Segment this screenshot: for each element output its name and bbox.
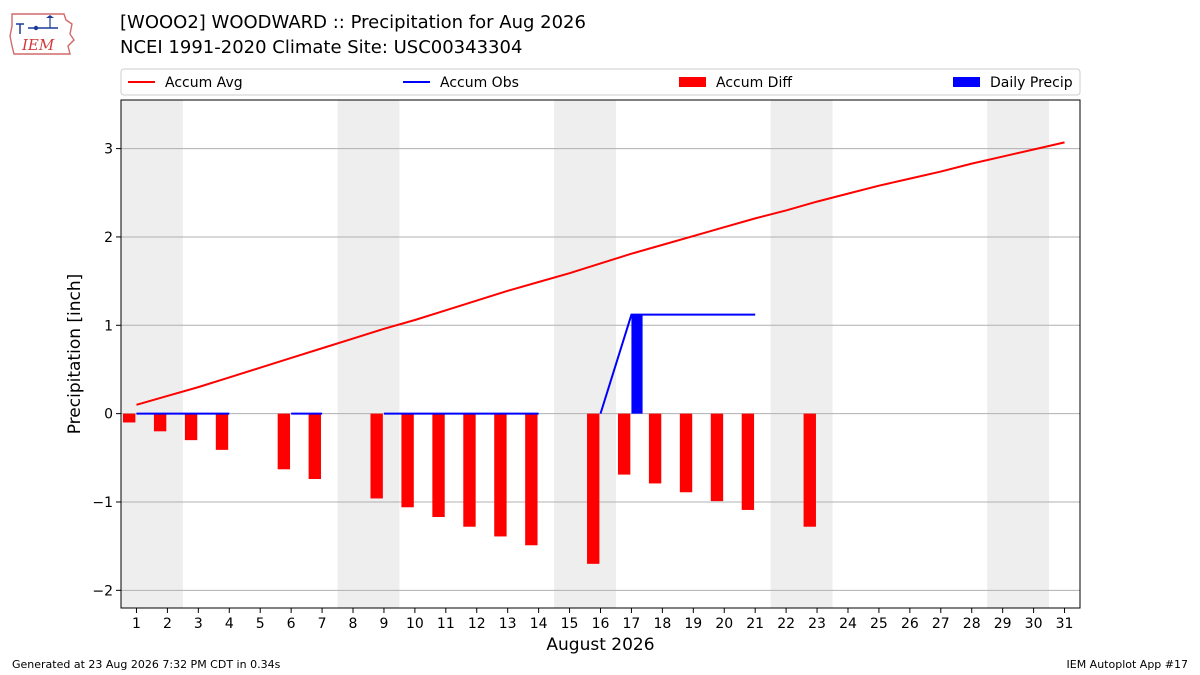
accum-diff-bar [153,413,167,432]
x-tick-label: 1 [132,616,141,632]
x-tick-label: 2 [163,616,172,632]
x-tick-label: 6 [287,616,296,632]
x-tick-label: 19 [684,616,702,632]
accum-diff-bar [741,413,755,510]
chart-subtitle: NCEI 1991-2020 Climate Site: USC00343304 [120,37,523,58]
x-tick-label: 5 [256,616,265,632]
legend-swatch [679,77,706,87]
legend: Accum Avg Accum Obs Accum Diff Daily Precip [120,68,1081,96]
accum-diff-bar [370,413,383,499]
accum-avg-line [136,141,1065,406]
y-tick-label: 3 [104,142,113,158]
y-tick-label: 1 [104,318,113,334]
plot-frame [120,99,1081,609]
x-tick-label: 10 [406,616,424,632]
series-lines [136,141,1065,415]
x-tick-label: 12 [468,616,486,632]
daily-precip-bar [631,314,643,414]
x-tick-label: 27 [932,616,950,632]
legend-box [120,68,1081,96]
accum-diff-bar [679,413,693,493]
y-axis-label: Precipitation [inch] [65,274,85,435]
accum-diff-bar [587,413,600,564]
accum-diff-bar [525,413,538,546]
accum-diff-bar [308,413,321,480]
x-tick-label: 13 [499,616,517,632]
x-tick-label: 4 [225,616,234,632]
x-tick-label: 17 [623,616,641,632]
chart-title: [WOOO2] WOODWARD :: Precipitation for Au… [120,12,586,33]
accum-diff-bar [401,413,414,508]
weekend-shading [121,100,1050,608]
x-tick-label: 3 [194,616,203,632]
legend-label: Daily Precip [990,75,1073,91]
y-tick-label: 2 [104,230,113,246]
weekend-band [554,100,616,608]
x-tick-label: 28 [963,616,981,632]
accum-diff-bar [123,413,136,423]
x-tick-label: 31 [1056,616,1074,632]
x-axis-label: August 2026 [546,635,654,655]
accum-diff-bar [215,413,229,450]
gridlines [121,148,1080,591]
generated-footer: Generated at 23 Aug 2026 7:32 PM CDT in … [12,658,281,671]
app-footer: IEM Autoplot App #17 [1066,658,1189,671]
accum-diff-bar [710,413,724,502]
x-tick-label: 29 [994,616,1012,632]
accum-diff-bar [617,413,631,475]
x-tick-label: 18 [653,616,671,632]
x-tick-label: 22 [777,616,795,632]
y-tick-label: 0 [104,407,113,423]
x-tick-label: 7 [318,616,327,632]
legend-swatch [953,77,980,87]
accum-diff-bar [184,413,198,441]
x-tick-label: 15 [561,616,579,632]
x-tick-label: 25 [870,616,888,632]
legend-label: Accum Obs [440,75,519,91]
accum-diff-bar [648,413,662,484]
accum-diff-bar [432,413,445,518]
iem-logo: IEM [9,13,75,55]
weekend-band [337,100,400,608]
y-tick-label: −1 [92,495,113,511]
accum-obs-line [599,313,756,414]
weekend-band [987,100,1050,608]
x-tick-label: 9 [379,616,388,632]
x-tick-label: 23 [808,616,826,632]
logo-text: IEM [21,36,55,54]
x-tick-label: 20 [715,616,733,632]
x-tick-label: 24 [839,616,857,632]
accum-diff-bar [277,413,291,470]
diff-bars [123,314,816,564]
x-tick-label: 8 [349,616,358,632]
x-tick-label: 14 [530,616,548,632]
x-tick-label: 16 [592,616,610,632]
x-tick-label: 30 [1025,616,1043,632]
x-tick-label: 21 [746,616,764,632]
x-tick-label: 26 [901,616,919,632]
weekend-band [121,100,183,608]
legend-label: Accum Diff [716,75,792,91]
accum-diff-bar [463,413,476,527]
weekend-band [770,100,833,608]
accum-diff-bar [494,413,507,537]
accum-diff-bar [803,413,816,527]
x-tick-label: 11 [437,616,455,632]
y-tick-label: −2 [92,583,113,599]
legend-label: Accum Avg [165,75,243,91]
